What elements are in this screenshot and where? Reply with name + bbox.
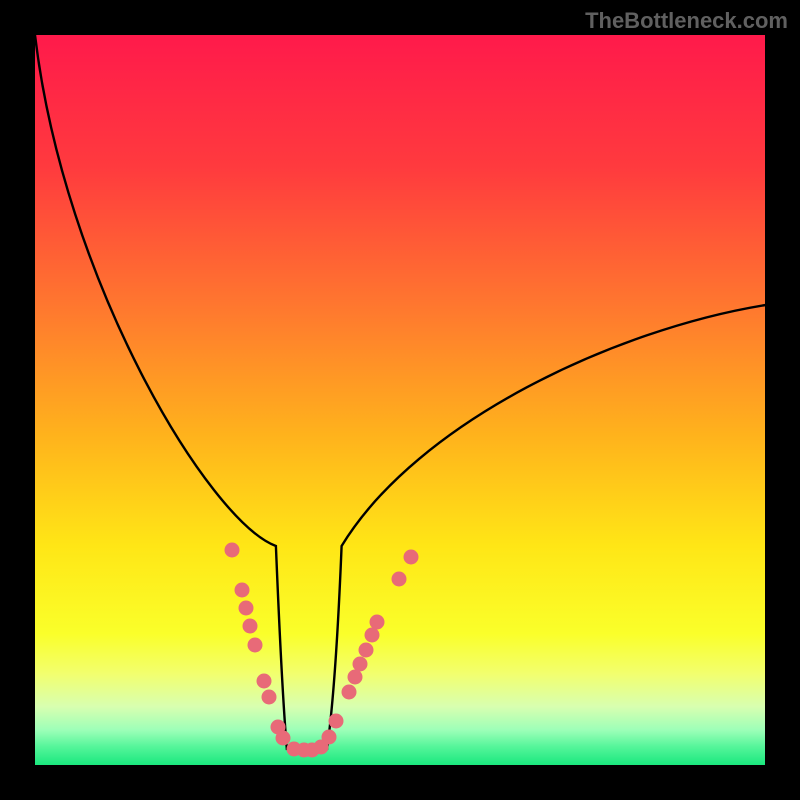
chart-outer-border	[0, 0, 800, 800]
watermark-text: TheBottleneck.com	[585, 8, 788, 34]
